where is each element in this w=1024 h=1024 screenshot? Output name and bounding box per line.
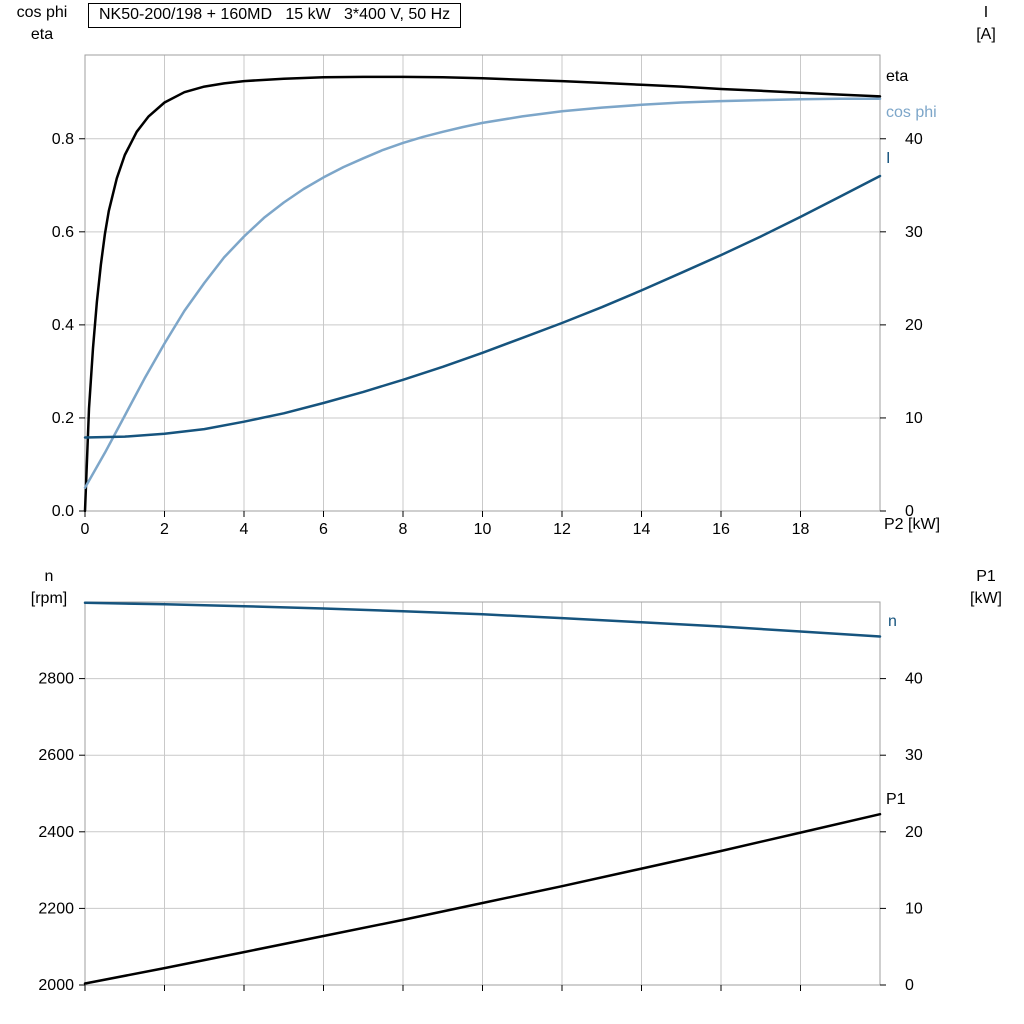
y-left-tick-label: 2000 [38,977,74,994]
y-right-tick-label: 40 [905,671,923,688]
bottom-right-axis-title-line2: [kW] [970,590,1002,607]
y-right-tick-label: 0 [905,977,914,994]
x-tick-label: 14 [633,521,651,538]
y-left-tick-label: 2200 [38,900,74,917]
x-tick-label: 8 [399,521,408,538]
curve-P1 [83,812,882,985]
x-tick-label: 6 [319,521,328,538]
y-right-tick-label: 30 [905,747,923,764]
x-tick-label: 0 [81,521,90,538]
y-left-tick-label: 2400 [38,824,74,841]
curve-label-eta: eta [886,68,908,85]
y-left-tick-label: 0.2 [52,410,74,427]
x-tick-label: 2 [160,521,169,538]
top-right-axis-title: I [A] [954,2,1018,46]
y-right-tick-label: 40 [905,131,923,148]
top-left-axis-title: cos phi eta [0,2,84,46]
x-tick-label: 12 [553,521,571,538]
y-right-tick-label: 20 [905,317,923,334]
y-left-tick-label: 2800 [38,671,74,688]
x-tick-label: 18 [792,521,810,538]
top-right-axis-title-line2: [A] [976,26,996,43]
x-tick-label: 4 [240,521,249,538]
top-left-axis-title-line2: eta [30,26,54,43]
curve-eta [83,75,882,513]
chart-title-box: NK50-200/198 + 160MD 15 kW 3*400 V, 50 H… [88,3,462,28]
y-left-tick-label: 0.4 [52,317,74,334]
curve-label-cos-phi: cos phi [886,104,937,121]
x-tick-label: 10 [474,521,492,538]
y-right-tick-label: 10 [905,900,923,917]
top-right-axis-title-line1: I [983,4,989,21]
bottom-right-axis-title: P1 [kW] [954,566,1018,610]
x-tick-label: 16 [712,521,730,538]
y-right-tick-label: 30 [905,224,923,241]
curve-I [83,174,882,439]
bottom-left-axis-title-line2: [rpm] [30,590,68,607]
x-axis-label: P2 [kW] [884,516,941,533]
y-left-tick-label: 0.6 [52,224,74,241]
bottom-left-axis-title: n [rpm] [10,566,88,610]
top-left-axis-title-line1: cos phi [16,4,68,21]
y-right-tick-label: 20 [905,824,923,841]
curve-label-n: n [888,613,897,630]
y-right-tick-label: 0 [905,503,914,520]
curve-label-I: I [886,150,890,167]
bottom-left-axis-title-line1: n [44,568,54,585]
y-right-tick-label: 10 [905,410,923,427]
curve-n [83,601,882,638]
curve-cos-phi [83,97,882,489]
bottom-right-axis-title-line1: P1 [976,568,996,585]
y-left-tick-label: 2600 [38,747,74,764]
curve-label-P1: P1 [886,791,906,808]
y-left-tick-label: 0.0 [52,503,74,520]
y-left-tick-label: 0.8 [52,131,74,148]
